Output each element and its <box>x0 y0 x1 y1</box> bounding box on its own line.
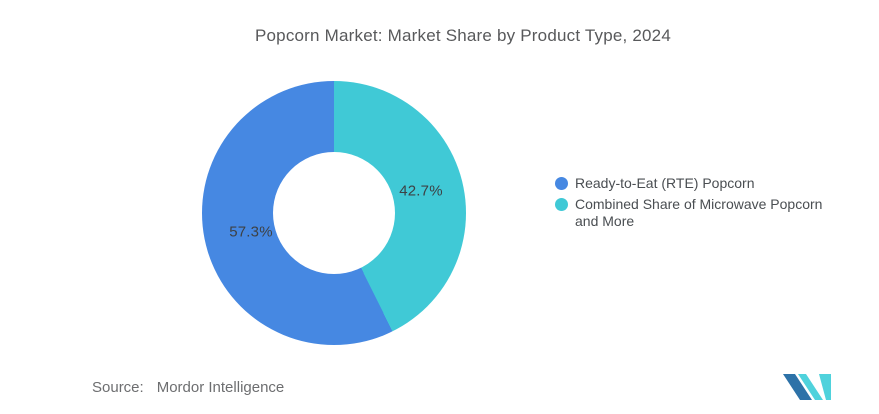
source-value: Mordor Intelligence <box>156 379 285 396</box>
logo-left-stroke <box>783 374 812 400</box>
logo-right-stroke <box>819 374 831 400</box>
mordor-intelligence-logo <box>783 374 831 400</box>
legend-label-microwave-popcorn: Combined Share of Microwave Popcorn and … <box>575 196 823 229</box>
legend-marker-rte-popcorn <box>555 177 568 190</box>
legend-item-microwave-popcorn[interactable]: Combined Share of Microwave Popcorn and … <box>555 196 860 230</box>
chart-title: Popcorn Market: Market Share by Product … <box>254 26 671 45</box>
legend: Ready-to-Eat (RTE) Popcorn Combined Shar… <box>555 175 860 234</box>
donut-chart: 57.3% 42.7% <box>202 81 466 345</box>
logo-middle-stroke <box>798 374 823 400</box>
slice-label-microwave-popcorn: 42.7% <box>399 182 443 200</box>
legend-label-rte-popcorn: Ready-to-Eat (RTE) Popcorn <box>575 175 755 191</box>
source-label: Source: <box>92 379 144 396</box>
legend-marker-microwave-popcorn <box>555 198 568 211</box>
source-line: Source: Mordor Intelligence <box>92 379 284 396</box>
slice-label-rte-popcorn: 57.3% <box>229 223 273 241</box>
legend-item-rte-popcorn[interactable]: Ready-to-Eat (RTE) Popcorn <box>555 175 860 192</box>
donut-hole <box>273 152 395 274</box>
